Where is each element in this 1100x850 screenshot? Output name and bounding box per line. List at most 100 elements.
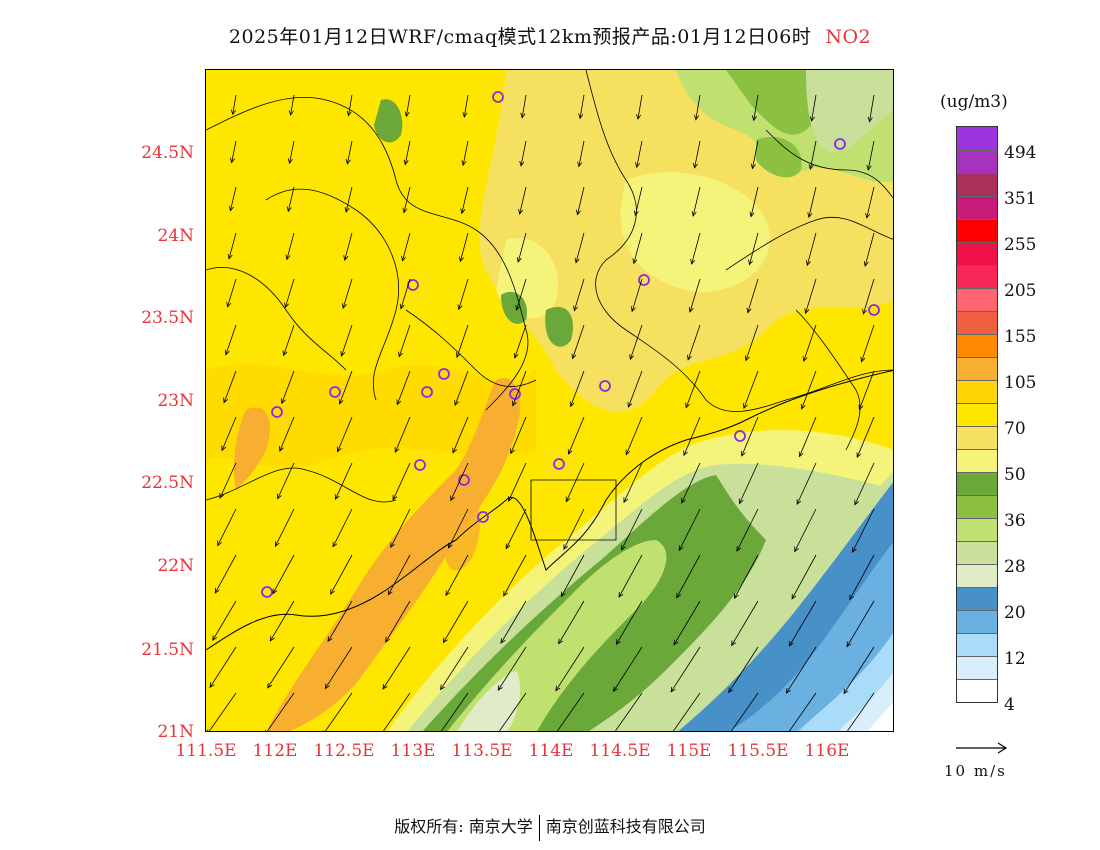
lat-label: 21N [157, 722, 194, 742]
lat-label: 22N [157, 556, 194, 576]
colorbar-cell [957, 219, 997, 242]
colorbar-cell [957, 449, 997, 472]
wind-vector [284, 278, 295, 308]
wind-vector [672, 692, 701, 731]
wind-vector-head [627, 401, 633, 408]
wind-vector [228, 232, 237, 259]
wind-vector-head [223, 397, 228, 404]
wind-vector-head [565, 496, 571, 503]
wind-vector-head [748, 259, 754, 266]
wind-vector [337, 416, 353, 452]
wind-vector [400, 278, 411, 309]
lon-label: 112E [252, 741, 298, 761]
wind-vector [225, 324, 237, 355]
wind-vector [390, 508, 411, 548]
wind-reference-arrow-icon [956, 742, 1008, 754]
wind-vector [290, 94, 295, 116]
wind-vector [689, 278, 701, 313]
colorbar-cell [957, 518, 997, 541]
wind-vector [811, 94, 817, 122]
wind-vector-head [571, 353, 577, 360]
wind-vector-head [846, 641, 852, 648]
wind-vector [621, 508, 643, 550]
wind-vector [462, 140, 469, 166]
wind-vector [808, 186, 817, 218]
colorbar-tick-label: 28 [1004, 557, 1026, 577]
wind-vector-head [683, 450, 688, 457]
wind-vector-head [733, 593, 739, 600]
wind-vector-head [345, 158, 351, 165]
wind-vector [747, 278, 759, 313]
wind-vector [809, 140, 817, 170]
wind-vector-head [330, 589, 335, 595]
wind-vector-head [741, 450, 746, 457]
wind-vector [683, 416, 701, 456]
wind-vector-head [858, 404, 864, 411]
wind-vector [450, 462, 469, 501]
wind-vector-head [399, 303, 405, 310]
wind-vector-head [279, 445, 284, 452]
wind-vector-head [843, 688, 849, 695]
wind-vector [289, 140, 295, 164]
wind-vector-head [214, 587, 220, 594]
lat-label: 23N [157, 391, 194, 411]
wind-vector-head [866, 164, 872, 171]
wind-vector [516, 278, 527, 311]
wind-vector [231, 140, 237, 163]
wind-vector-head [865, 212, 871, 219]
colorbar-cell [957, 610, 997, 633]
wind-vector [272, 554, 295, 594]
wind-vector [678, 508, 701, 551]
colorbar-cell [957, 242, 997, 265]
wind-vector-head [228, 205, 234, 212]
wind-vector-head [802, 356, 808, 362]
wind-vector [691, 232, 701, 265]
wind-vector-head [791, 593, 797, 600]
wind-vector [332, 508, 353, 547]
wind-vector-head [334, 494, 340, 501]
wind-vector [846, 692, 875, 731]
lon-label: 115E [666, 741, 712, 761]
wind-vector-head [567, 449, 573, 455]
wind-vector-head [633, 210, 639, 217]
lat-label: 24N [157, 226, 194, 246]
wind-vector-head [785, 687, 791, 694]
wind-vector [385, 600, 411, 643]
wind-vector-head [800, 403, 806, 410]
colorbar-tick-label: 155 [1004, 327, 1037, 347]
wind-vector [849, 554, 875, 600]
wind-vector [286, 232, 295, 260]
wind-vector [563, 508, 585, 550]
wind-vector-head [230, 109, 236, 116]
wind-vector [681, 462, 701, 504]
colorbar-cell [957, 357, 997, 380]
wind-vector [731, 600, 759, 646]
wind-vector-head [516, 257, 522, 263]
wind-vector [402, 232, 411, 261]
wind-vector [345, 186, 353, 213]
wind-vector-head [460, 208, 466, 215]
wind-vector [445, 554, 469, 596]
wind-vector-head [385, 636, 391, 643]
colorbar-cell [957, 426, 997, 449]
wind-vector [403, 186, 411, 213]
lon-label: 112.5E [313, 741, 375, 761]
wind-vector-head [219, 492, 225, 499]
wind-vector-head [736, 545, 742, 552]
wind-vector [555, 646, 585, 691]
colorbar-cell [957, 150, 997, 173]
wind-vector [575, 232, 585, 263]
wind-vector-head [694, 114, 700, 121]
wind-vector-head [578, 113, 584, 120]
wind-vector-head [440, 684, 446, 691]
copyright-right: 南京创蓝科技有限公司 [545, 817, 706, 836]
wind-vector-head [728, 687, 734, 694]
wind-vector-head [288, 110, 294, 116]
lon-label: 114E [528, 741, 574, 761]
wind-vector-head [555, 685, 561, 692]
wind-vector [275, 508, 295, 547]
wind-vector [279, 416, 295, 452]
colorbar-tick-label: 494 [1004, 143, 1037, 163]
wind-vector-head [336, 446, 342, 453]
wind-vector [573, 278, 585, 311]
